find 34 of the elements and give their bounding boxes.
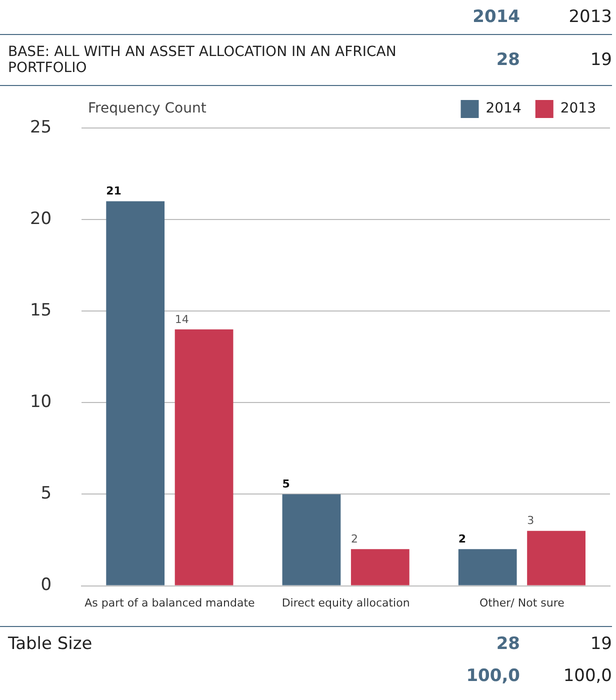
text: Table Size bbox=[7, 634, 94, 654]
text: 2013 bbox=[568, 7, 612, 27]
y-tick-label: 5 bbox=[40, 484, 52, 504]
text: 2014 bbox=[472, 7, 520, 27]
y-tick-label: 25 bbox=[30, 117, 52, 138]
bar bbox=[282, 494, 341, 586]
text: 100,0 bbox=[562, 666, 612, 686]
text: BASE: ALL WITH AN ASSET ALLOCATION IN AN AFRICAN PORTFOLIO bbox=[7, 44, 398, 76]
bar bbox=[106, 201, 165, 586]
text: 19 bbox=[589, 634, 612, 654]
y-axis-title: Frequency Count bbox=[88, 100, 207, 117]
data-label: 14 bbox=[174, 312, 189, 326]
text: 28 bbox=[495, 50, 520, 70]
text: 100,0 bbox=[465, 666, 520, 686]
y-tick-label: 20 bbox=[30, 208, 52, 229]
text: 19 bbox=[589, 50, 612, 70]
bar bbox=[350, 549, 410, 586]
legend-label: 2013 bbox=[560, 100, 596, 117]
legend-label: 2014 bbox=[486, 100, 522, 117]
text: 28 bbox=[495, 634, 520, 654]
bar bbox=[458, 549, 517, 586]
data-label: 2 bbox=[458, 532, 466, 546]
data-label: 21 bbox=[106, 184, 122, 198]
x-tick-label: Direct equity allocation bbox=[282, 596, 410, 610]
x-tick-label: As part of a balanced mandate bbox=[84, 596, 255, 610]
bar bbox=[174, 329, 234, 586]
data-label: 2 bbox=[350, 532, 358, 546]
y-tick-label: 0 bbox=[40, 575, 52, 596]
y-tick-label: 15 bbox=[30, 300, 52, 321]
bar bbox=[527, 530, 586, 586]
y-tick-label: 10 bbox=[30, 392, 52, 412]
x-tick-label: Other/ Not sure bbox=[479, 596, 565, 610]
data-label: 3 bbox=[527, 514, 534, 528]
data-label: 5 bbox=[282, 478, 290, 491]
